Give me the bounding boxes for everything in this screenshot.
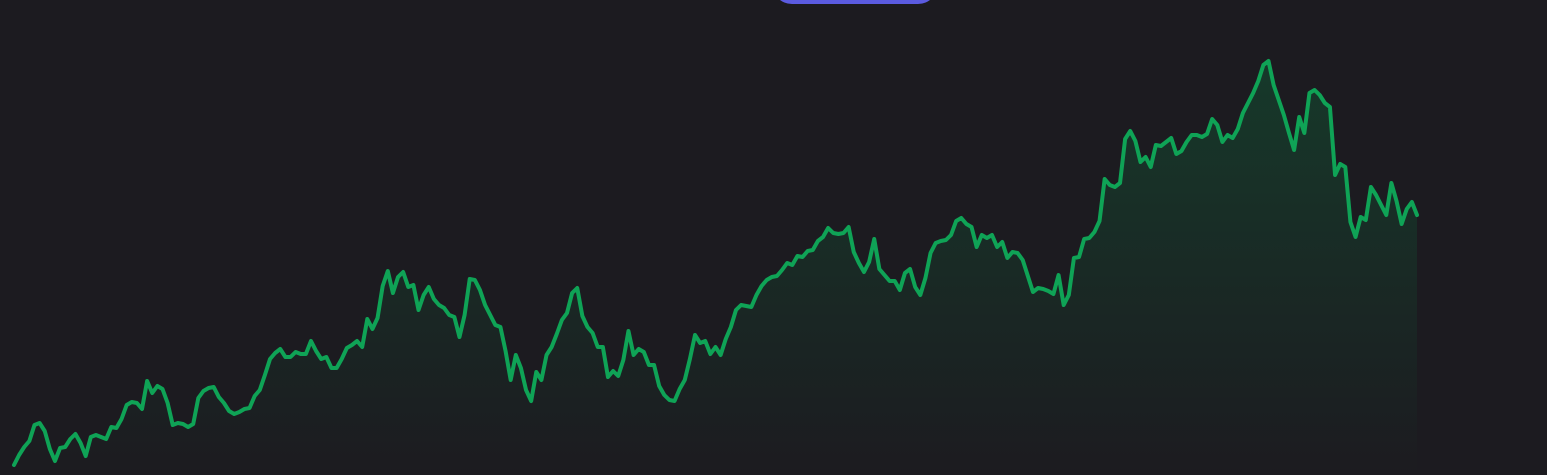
series-line [12, 59, 1419, 467]
series-area-fill [14, 61, 1417, 475]
top-pill-button[interactable] [772, 0, 938, 4]
area-fill-layer [14, 61, 1417, 475]
series-line-layer [12, 59, 1419, 467]
